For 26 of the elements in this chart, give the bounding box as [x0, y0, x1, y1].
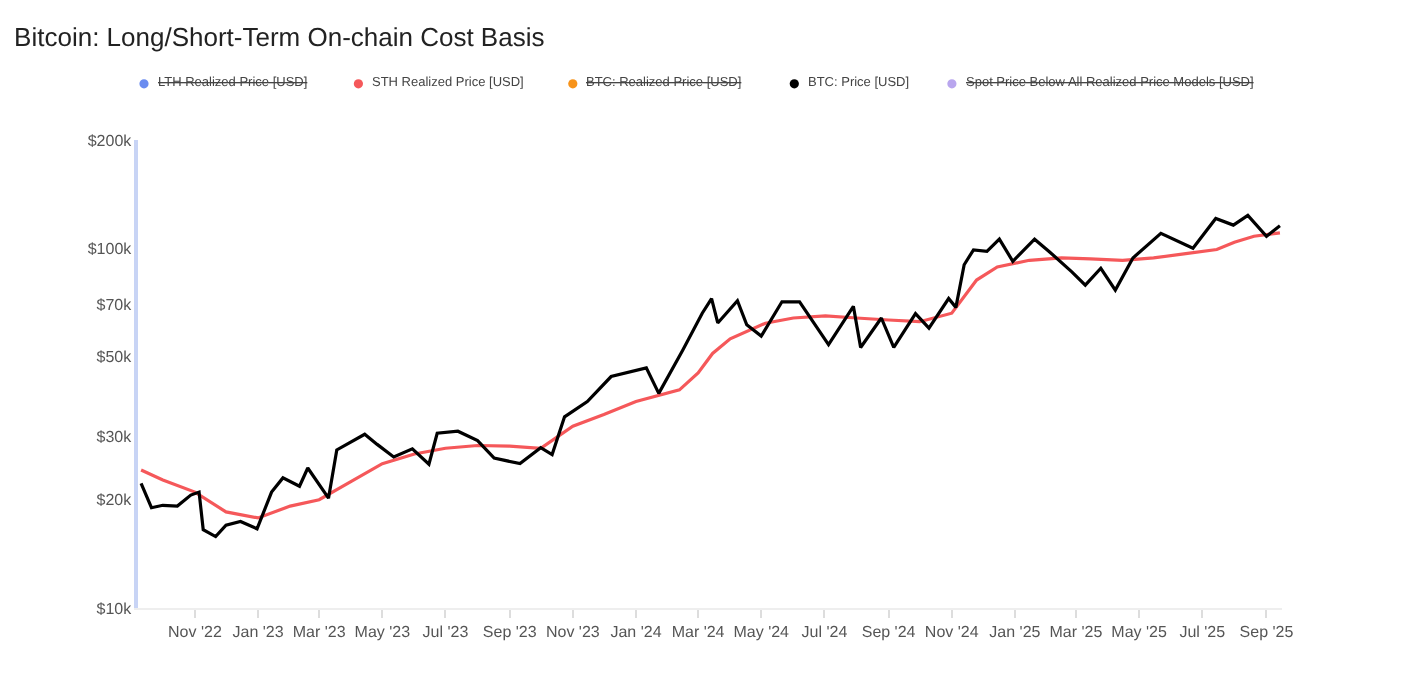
- x-tick-label: Jan '24: [610, 623, 663, 642]
- x-tick-label: May '25: [1111, 623, 1168, 642]
- x-tick-label: Jul '23: [422, 623, 470, 642]
- x-tick-label: Jul '25: [1179, 623, 1227, 642]
- x-tick-label: Nov '23: [545, 623, 601, 642]
- y-tick-label: $70k: [96, 295, 134, 314]
- y-tick-label: $20k: [96, 491, 134, 510]
- y-tick-label: $50k: [96, 348, 134, 367]
- y-tick-label: $100k: [87, 239, 134, 258]
- y-tick-label: $10k: [96, 599, 134, 618]
- x-tick-label: Jan '25: [989, 623, 1042, 642]
- y-tick-label: $200k: [87, 131, 134, 150]
- x-tick-label: Sep '24: [861, 623, 917, 642]
- x-tick-label: Mar '23: [292, 623, 347, 642]
- x-tick-label: Nov '24: [924, 623, 980, 642]
- x-tick-label: Jan '23: [232, 623, 285, 642]
- x-tick-label: Sep '23: [482, 623, 538, 642]
- x-tick-label: Sep '25: [1239, 623, 1295, 642]
- x-tick-label: May '24: [733, 623, 791, 642]
- x-tick-label: Jul '24: [801, 623, 849, 642]
- x-tick-label: Nov '22: [168, 623, 223, 642]
- x-tick-label: Mar '24: [671, 623, 726, 642]
- chart-title: Bitcoin: Long/Short-Term On-chain Cost Basis: [14, 21, 546, 52]
- x-tick-label: May '23: [354, 623, 412, 642]
- y-tick-label: $30k: [96, 427, 134, 446]
- x-tick-label: Mar '25: [1049, 623, 1104, 642]
